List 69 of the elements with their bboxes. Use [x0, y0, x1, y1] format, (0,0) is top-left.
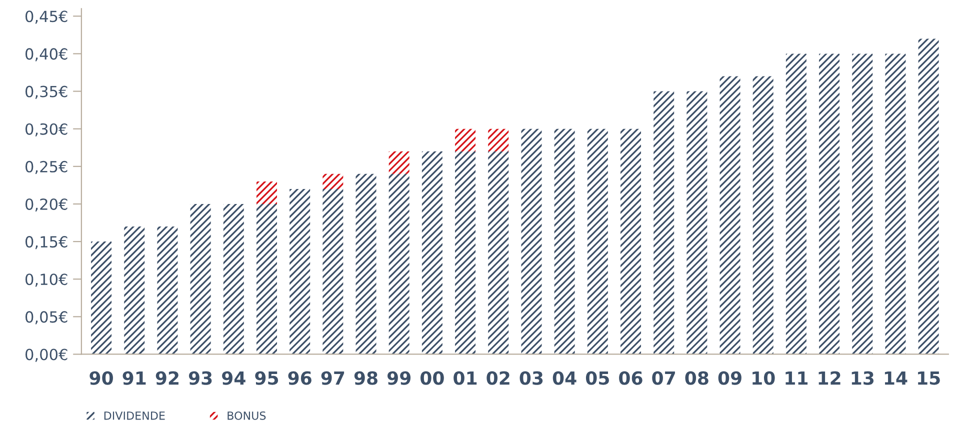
- x-tick-label: 14: [884, 371, 908, 385]
- bar: [455, 128, 476, 152]
- y-tick-label: 0,30€: [26, 123, 68, 136]
- y-tick-label: 0,15€: [26, 236, 68, 250]
- bar: [322, 174, 344, 189]
- bar: [256, 204, 277, 354]
- x-tick-label: 03: [520, 371, 543, 385]
- bar: [322, 188, 344, 354]
- bar: [554, 128, 575, 354]
- bar: [223, 204, 244, 354]
- bar: [752, 76, 774, 354]
- bar: [852, 54, 873, 354]
- x-tick-label: 99: [387, 371, 411, 385]
- x-tick-label: 06: [619, 371, 642, 385]
- y-tick-label: 0,10€: [26, 274, 68, 287]
- y-tick-label: 0,45€: [26, 10, 68, 24]
- x-tick-label: 12: [818, 371, 840, 385]
- y-tick-label: 0,25€: [26, 160, 68, 174]
- bar: [488, 151, 509, 354]
- x-tick-label: 01: [454, 371, 477, 385]
- bar: [157, 226, 178, 354]
- x-tick-label: 11: [786, 371, 808, 385]
- bar: [190, 204, 211, 354]
- x-tick-label: 98: [354, 371, 378, 385]
- bar: [819, 54, 840, 354]
- x-tick-label: 92: [156, 371, 178, 385]
- x-tick-label: 07: [652, 371, 675, 385]
- x-tick-label: 96: [288, 371, 312, 385]
- bar: [885, 54, 906, 354]
- bar: [521, 128, 542, 354]
- x-tick-label: 04: [552, 371, 576, 385]
- bar: [388, 174, 410, 354]
- x-tick-label: 90: [90, 371, 113, 385]
- x-tick-label: 91: [122, 371, 146, 385]
- x-tick-label: 13: [852, 371, 874, 385]
- y-tick-label: 0,05€: [26, 311, 68, 324]
- legend-label: DIVIDENDE: [104, 412, 165, 420]
- y-tick-label: 0,20€: [26, 198, 68, 212]
- x-tick-label: 05: [586, 371, 609, 385]
- bar: [786, 54, 806, 354]
- y-tick-label: 0,00€: [26, 348, 68, 362]
- x-tick-label: 10: [752, 371, 775, 385]
- bar: [422, 151, 442, 354]
- x-tick-label: 00: [420, 371, 444, 385]
- bar: [91, 242, 112, 354]
- x-tick-label: 95: [255, 371, 278, 385]
- bar: [290, 188, 310, 354]
- x-tick-label: 02: [486, 371, 510, 385]
- bar: [587, 128, 608, 354]
- x-tick-label: 93: [188, 371, 212, 385]
- legend-label: BONUS: [228, 411, 266, 420]
- bar: [256, 181, 277, 204]
- bar: [488, 128, 509, 152]
- x-tick-label: 08: [685, 371, 708, 385]
- bar: [918, 38, 939, 354]
- bar: [620, 128, 642, 354]
- x-tick-label: 97: [321, 371, 344, 385]
- bar: [686, 91, 708, 354]
- bar: [356, 174, 376, 354]
- bar: [388, 151, 410, 174]
- x-tick-label: 15: [918, 371, 940, 385]
- y-tick-label: 0,35€: [26, 86, 68, 99]
- x-tick-label: 09: [718, 371, 742, 385]
- bar: [720, 76, 740, 354]
- x-tick-label: 94: [222, 371, 246, 385]
- bar: [654, 91, 674, 354]
- bar: [455, 151, 476, 354]
- bar: [124, 226, 145, 354]
- y-tick-label: 0,40€: [26, 48, 68, 62]
